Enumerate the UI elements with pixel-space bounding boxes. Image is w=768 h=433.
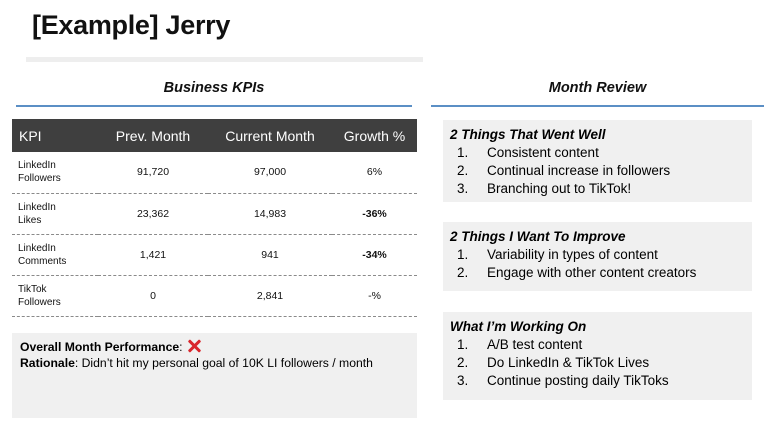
kpi-table: KPI Prev. Month Current Month Growth % L… [12,119,417,317]
kpi-name-line2: Followers [18,296,61,308]
red-x-icon [187,339,201,353]
current-month-cell: 14,983 [253,207,287,220]
list-item-number: 3. [457,373,469,388]
review-heading-rule [431,105,764,107]
list-item-number: 2. [457,355,469,370]
list-item-text: Consistent content [487,145,599,160]
column-header-growth: Growth % [343,127,406,144]
growth-cell: -34% [362,248,387,261]
list-item-number: 3. [457,181,469,196]
review-section-heading: Month Review [548,80,647,96]
growth-cell: 6% [366,166,383,179]
table-row: LinkedIn Followers 91,720 97,000 6% [12,152,417,193]
list-item-number: 2. [457,163,469,178]
kpi-name-cell: TikTok Followers [12,275,98,316]
list-item: 2. Do LinkedIn & TikTok Lives [450,354,745,372]
list-item: 3. Branching out to TikTok! [450,180,745,198]
prev-month-cell: 1,421 [139,248,167,261]
kpi-name-cell: LinkedIn Followers [12,152,98,193]
list-item-text: Continual increase in followers [487,163,671,178]
prev-month-cell: 91,720 [136,166,170,179]
prev-month-cell: 0 [150,289,156,302]
overall-performance-label: Overall Month Performance [20,340,180,354]
table-row: TikTok Followers 0 2,841 -% [12,275,417,316]
kpi-name-line1: LinkedIn [18,201,56,213]
went-well-panel: 2 Things That Went Well 1. Consistent con… [443,120,752,202]
kpi-section-heading: Business KPIs [163,80,265,96]
column-header-current-month: Current Month [225,127,315,144]
list-item: 1. Variability in types of content [450,246,745,264]
list-item-text: Do LinkedIn & TikTok Lives [487,355,650,370]
table-row: LinkedIn Comments 1,421 941 -34% [12,234,417,275]
kpi-name-cell: LinkedIn Likes [12,193,98,234]
want-improve-list: 1. Variability in types of content 2. Enga… [450,246,745,282]
kpi-heading-rule [16,105,412,107]
list-item-text: Engage with other content creators [487,265,697,280]
list-item-text: A/B test content [487,337,583,352]
prev-month-cell: 23,362 [136,207,170,220]
table-row: LinkedIn Likes 23,362 14,983 -36% [12,193,417,234]
performance-panel: Overall Month Performance: Rationale: Di… [12,333,417,418]
list-item-number: 2. [457,265,469,280]
kpi-name-line2: Likes [18,214,42,226]
overall-performance-line: Overall Month Performance: [20,339,409,355]
list-item-text: Variability in types of content [487,247,658,262]
went-well-title: 2 Things That Went Well [450,127,606,142]
went-well-list: 1. Consistent content 2. Continual increas… [450,144,745,198]
list-item-text: Continue posting daily TikToks [487,373,669,388]
kpi-name-line1: LinkedIn [18,242,56,254]
kpi-name-cell: LinkedIn Comments [12,234,98,275]
want-improve-panel: 2 Things I Want To Improve 1. Variability… [443,222,752,291]
title-underline [26,57,423,62]
list-item: 2. Continual increase in followers [450,162,745,180]
current-month-cell: 2,841 [256,289,284,302]
growth-cell: -36% [362,207,387,220]
working-on-panel: What I’m Working On 1. A/B test content 2… [443,312,752,400]
kpi-table-header: KPI Prev. Month Current Month Growth % [12,119,417,152]
list-item: 1. A/B test content [450,336,745,354]
working-on-list: 1. A/B test content 2. Do LinkedIn & TikTo… [450,336,745,390]
rationale-text: : Didn’t hit my personal goal of 10K LI … [74,356,373,370]
working-on-title: What I’m Working On [450,319,587,334]
page-title: [Example] Jerry [32,10,231,40]
column-header-prev-month: Prev. Month [115,127,191,144]
list-item: 2. Engage with other content creators [450,264,745,282]
want-improve-title: 2 Things I Want To Improve [450,229,626,244]
list-item-number: 1. [457,337,469,352]
kpi-name-line1: TikTok [18,283,47,295]
list-item: 1. Consistent content [450,144,745,162]
rationale-line: Rationale: Didn’t hit my personal goal o… [20,355,409,371]
overall-performance-separator: : [179,340,183,354]
list-item-text: Branching out to TikTok! [487,181,632,196]
kpi-table-body: LinkedIn Followers 91,720 97,000 6% Linke… [12,152,417,316]
growth-cell: -% [368,289,381,302]
list-item: 3. Continue posting daily TikToks [450,372,745,390]
list-item-number: 1. [457,247,469,262]
column-header-kpi: KPI [19,127,42,144]
kpi-name-line2: Followers [18,173,61,185]
list-item-number: 1. [457,145,469,160]
current-month-cell: 941 [261,248,279,261]
rationale-label: Rationale [20,356,75,370]
kpi-name-line2: Comments [18,255,67,267]
kpi-table-header-row: KPI Prev. Month Current Month Growth % [12,119,417,152]
kpi-name-line1: LinkedIn [18,160,56,172]
current-month-cell: 97,000 [253,166,287,179]
